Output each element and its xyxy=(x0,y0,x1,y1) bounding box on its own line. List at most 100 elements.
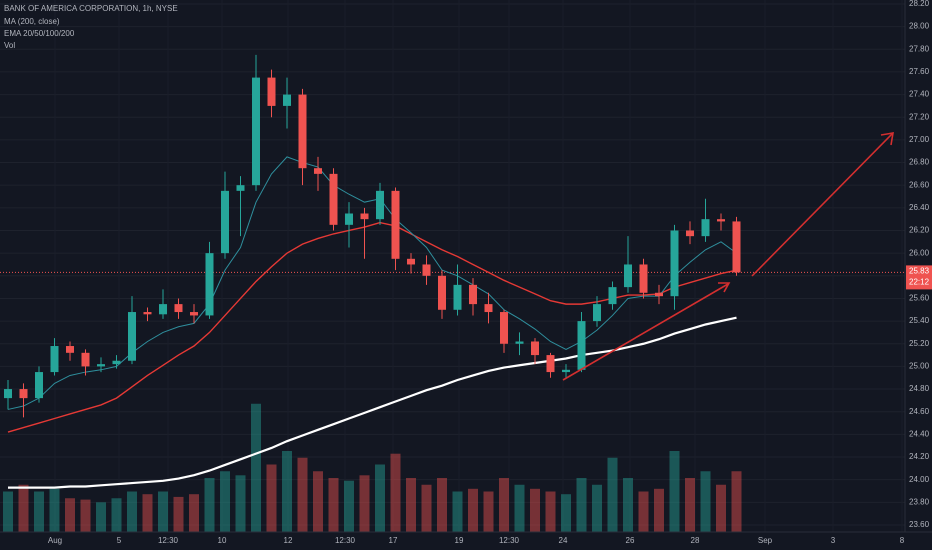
volume-bar xyxy=(158,491,168,532)
x-tick-label: 17 xyxy=(389,536,398,545)
y-tick-label: 27.00 xyxy=(909,135,930,144)
arrow-head xyxy=(718,282,731,293)
y-tick-label: 26.80 xyxy=(909,158,930,167)
volume-bar xyxy=(65,498,75,532)
y-tick-label: 24.40 xyxy=(909,429,930,438)
x-tick-label: 24 xyxy=(559,536,568,545)
volume-bar xyxy=(468,488,478,532)
volume-bar xyxy=(251,403,261,532)
candle-body xyxy=(515,341,524,344)
symbol-title: BANK OF AMERICA CORPORATION, 1h, NYSE xyxy=(4,4,178,13)
y-tick-label: 24.20 xyxy=(909,452,930,461)
volume-bar xyxy=(80,499,91,532)
candle-body xyxy=(174,304,183,313)
candle-body xyxy=(97,364,105,367)
candle-body xyxy=(484,304,493,313)
volume-bar xyxy=(282,451,292,532)
volume-bar xyxy=(530,488,540,532)
x-tick-label: 5 xyxy=(117,536,122,545)
volume-bar xyxy=(189,494,199,532)
candle-body xyxy=(593,304,601,322)
y-tick-label: 24.80 xyxy=(909,384,930,393)
candle-body xyxy=(112,360,121,365)
volume-bar xyxy=(638,491,649,532)
volume-bar xyxy=(623,478,633,532)
candle-body xyxy=(453,284,462,310)
y-tick-label: 27.40 xyxy=(909,90,930,99)
volume-bar xyxy=(220,471,230,532)
volume-bar xyxy=(452,491,463,532)
volume-bar xyxy=(173,496,184,532)
y-tick-label: 27.80 xyxy=(909,44,930,53)
x-tick-label: Aug xyxy=(48,536,62,545)
candle-body xyxy=(562,369,570,373)
volume-bar xyxy=(235,475,246,532)
y-tick-label: 25.20 xyxy=(909,339,930,348)
y-tick-label: 27.20 xyxy=(909,112,930,121)
volume-bar xyxy=(685,478,695,532)
y-tick-label: 26.40 xyxy=(909,203,930,212)
candle-body xyxy=(50,346,59,373)
candle-body xyxy=(639,264,648,293)
y-tick-label: 24.00 xyxy=(909,475,930,484)
y-tick-label: 26.20 xyxy=(909,226,930,235)
volume-bar xyxy=(406,478,416,532)
volume-bar xyxy=(34,491,44,532)
volume-bar xyxy=(514,484,525,532)
volume-bar xyxy=(3,491,13,532)
volume-bar xyxy=(716,484,726,532)
candle-body xyxy=(360,213,369,220)
candle-body xyxy=(283,94,291,106)
x-tick-label: 10 xyxy=(218,536,227,545)
candle-body xyxy=(407,258,415,265)
candle-body xyxy=(314,168,322,174)
y-tick-label: 28.20 xyxy=(909,0,930,8)
x-tick-label: 12:30 xyxy=(335,536,356,545)
legend-vol: Vol xyxy=(4,41,15,50)
candle-body xyxy=(624,264,632,288)
candle-body xyxy=(500,312,508,344)
candle-body xyxy=(128,312,136,361)
y-tick-label: 28.00 xyxy=(909,22,930,31)
volume-bar xyxy=(483,491,494,532)
candle-body xyxy=(422,264,431,276)
candle-body xyxy=(732,221,741,273)
volume-layer xyxy=(3,403,742,532)
volume-bar xyxy=(592,484,602,532)
y-tick-label: 25.40 xyxy=(909,316,930,325)
candle-body xyxy=(4,389,12,399)
candle-body xyxy=(66,346,74,353)
volume-bar xyxy=(18,484,29,532)
volume-bar xyxy=(111,498,122,532)
candle-body xyxy=(345,213,353,225)
volume-bar xyxy=(731,471,742,532)
volume-bar xyxy=(421,484,432,532)
x-tick-label: 3 xyxy=(831,536,836,545)
candle-body xyxy=(577,321,586,370)
candle-body xyxy=(329,173,338,225)
x-tick-label: 19 xyxy=(455,536,464,545)
volume-bar xyxy=(545,491,556,532)
candle-body xyxy=(205,253,214,316)
candle-body xyxy=(670,230,679,297)
volume-bar xyxy=(313,471,323,532)
volume-bar xyxy=(375,464,385,532)
x-tick-label: 28 xyxy=(691,536,700,545)
candle-body xyxy=(143,312,152,315)
candle-body xyxy=(236,185,245,191)
volume-bar xyxy=(344,480,354,532)
volume-bar xyxy=(359,475,370,532)
volume-bar xyxy=(654,488,664,532)
volume-bar xyxy=(700,471,711,532)
volume-bar xyxy=(437,478,447,532)
candle-body xyxy=(35,372,43,399)
candle-body xyxy=(221,190,229,254)
volume-bar xyxy=(266,464,277,532)
volume-bar xyxy=(49,488,60,532)
volume-bar xyxy=(297,457,308,532)
volume-bar xyxy=(499,478,509,532)
volume-bar xyxy=(607,457,618,532)
legend-ma: MA (200, close) xyxy=(4,17,60,26)
